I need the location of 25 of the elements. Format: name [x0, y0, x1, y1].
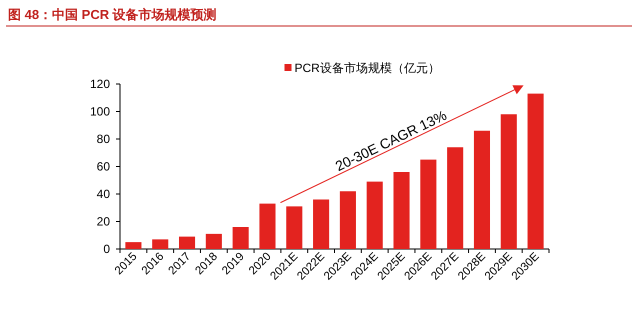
bar — [474, 130, 490, 249]
y-tick-label: 60 — [96, 160, 110, 174]
bar — [178, 236, 196, 249]
y-tick-label: 40 — [96, 187, 110, 201]
bar — [206, 234, 222, 249]
bar — [232, 227, 249, 249]
bar — [152, 239, 168, 249]
bar — [340, 191, 356, 249]
y-tick-label: 20 — [96, 214, 110, 228]
legend-label: PCR设备市场规模（亿元） — [294, 61, 440, 75]
bar — [528, 94, 544, 249]
bar — [393, 172, 410, 249]
y-tick-label: 120 — [90, 77, 110, 91]
bar — [500, 114, 517, 249]
bar — [259, 204, 276, 249]
y-tick-label: 100 — [90, 104, 110, 118]
bar — [420, 160, 436, 249]
bar — [366, 182, 383, 249]
bar — [447, 147, 464, 249]
chart-title: 图 48：中国 PCR 设备市场规模预测 — [8, 7, 217, 22]
bar — [125, 242, 142, 249]
bar — [286, 206, 302, 249]
y-tick-label: 80 — [96, 132, 110, 146]
bar — [313, 200, 330, 249]
y-tick-label: 0 — [103, 242, 110, 256]
